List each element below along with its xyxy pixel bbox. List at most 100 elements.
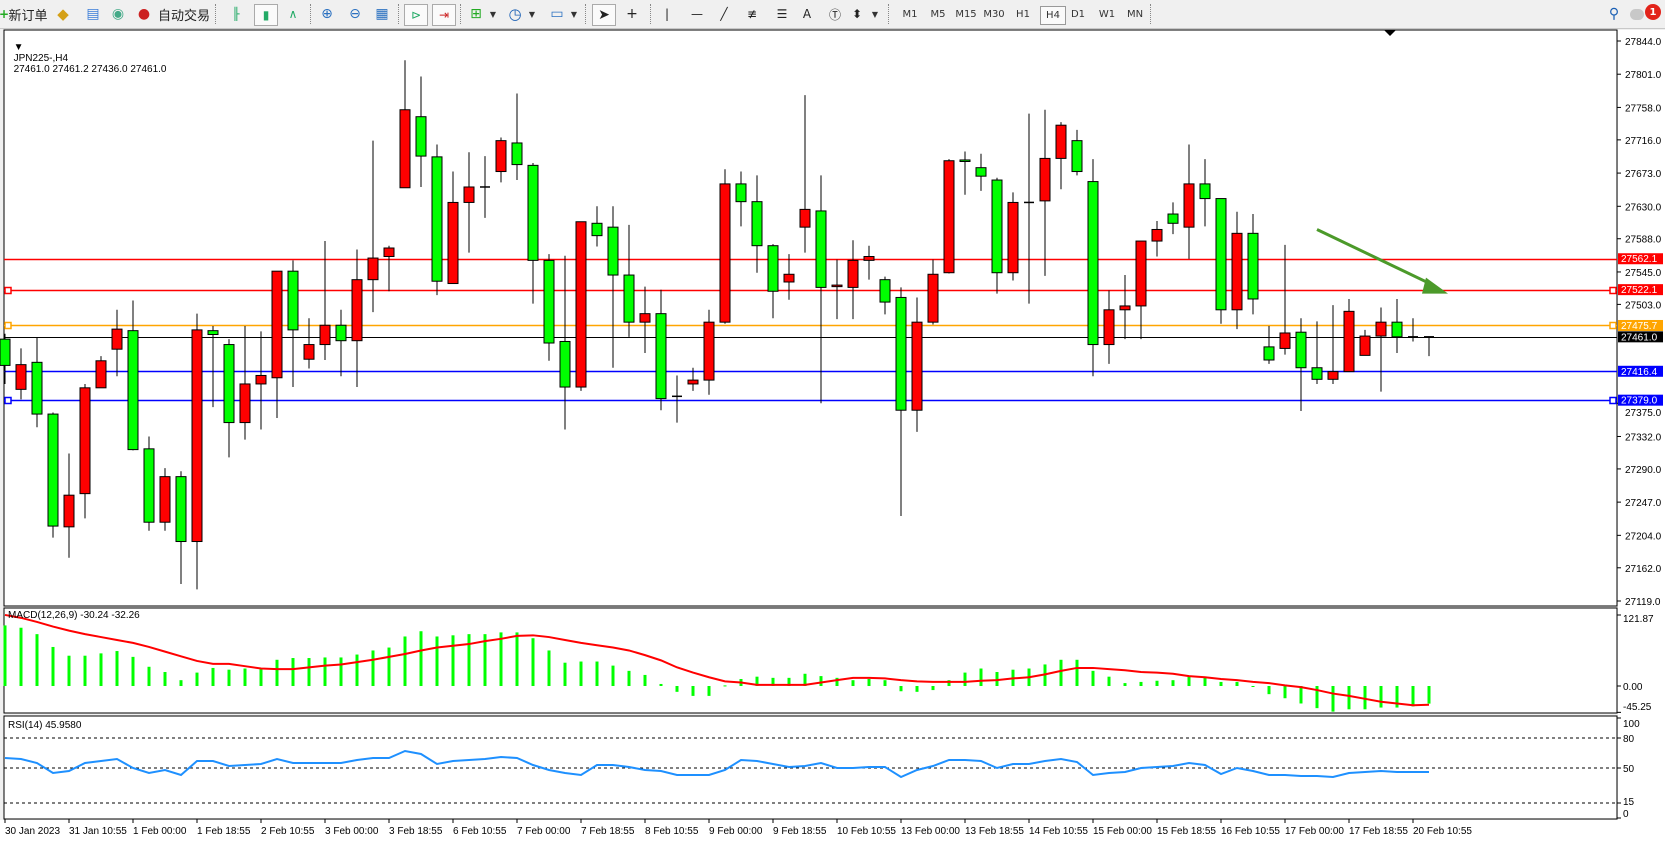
price-label-text: 27475.7 xyxy=(1621,321,1658,332)
macd-histogram-bar xyxy=(435,636,439,686)
trendline-icon[interactable]: ╱ xyxy=(720,7,728,21)
macd-histogram-bar xyxy=(1363,686,1367,710)
market-watch-icon[interactable]: ▤ xyxy=(86,6,100,22)
text-icon[interactable]: A xyxy=(802,7,812,21)
label-icon[interactable]: Ⓣ xyxy=(828,7,841,22)
candlestick-icon[interactable]: ▮ xyxy=(254,4,278,26)
rsi-label: RSI(14) 45.9580 xyxy=(8,720,82,731)
search-icon[interactable]: ⚲ xyxy=(1608,6,1620,22)
candle-body xyxy=(575,221,587,388)
price-label-text: 27461.0 xyxy=(1621,332,1658,343)
candle xyxy=(1391,298,1403,354)
timeframe-m5[interactable]: M5 xyxy=(930,9,946,20)
candle xyxy=(1135,240,1147,340)
price-label-box xyxy=(1618,365,1663,377)
price-tick-label: 27801.0 xyxy=(1625,70,1662,81)
timeframe-m30[interactable]: M30 xyxy=(983,9,1005,20)
notification-icon[interactable] xyxy=(1630,9,1644,20)
macd-histogram-bar xyxy=(371,650,375,686)
auto-scroll-icon[interactable]: ⊳ xyxy=(404,4,428,26)
timeframe-m15[interactable]: M15 xyxy=(955,9,977,20)
candle xyxy=(735,171,747,227)
candle xyxy=(1327,305,1339,384)
chart-shift-icon[interactable]: ⇥ xyxy=(432,4,456,26)
line-chart-icon[interactable]: ∧ xyxy=(288,7,298,21)
arrows-dropdown-icon[interactable]: ▼ xyxy=(871,9,879,19)
candle xyxy=(1071,129,1083,176)
fibonacci-icon[interactable]: ≢ xyxy=(746,7,758,21)
candle-body xyxy=(447,201,459,285)
price-label-box xyxy=(1618,284,1663,296)
tile-windows-icon[interactable]: ▦ xyxy=(375,6,389,22)
timeframe-d1[interactable]: D1 xyxy=(1070,9,1086,20)
macd-histogram-bar xyxy=(787,677,791,686)
notification-badge[interactable]: 1 xyxy=(1645,4,1661,20)
toolbar-separator xyxy=(310,4,312,24)
periods-dropdown-icon[interactable]: ▼ xyxy=(528,9,536,19)
macd-histogram-bar xyxy=(1299,686,1303,704)
macd-histogram-bar xyxy=(1251,686,1255,687)
macd-histogram-bar xyxy=(1283,686,1287,699)
macd-histogram-bar xyxy=(691,686,695,696)
candle xyxy=(959,151,971,195)
candle xyxy=(415,76,427,187)
toolbar-separator xyxy=(888,4,890,24)
zoom-in-icon[interactable]: ⊕ xyxy=(321,6,333,22)
gold-icon[interactable]: ◆ xyxy=(57,5,69,23)
candle-body xyxy=(255,374,267,385)
cursor-icon[interactable]: ➤ xyxy=(592,4,616,26)
auto-trading-icon[interactable]: ● xyxy=(137,6,151,22)
candle xyxy=(527,163,539,304)
candle-body xyxy=(687,379,699,385)
horizontal-line-icon[interactable]: — xyxy=(691,7,703,21)
macd-histogram-bar xyxy=(163,672,167,686)
candle xyxy=(63,453,75,558)
line-anchor-handle xyxy=(4,286,12,295)
macd-histogram-bar xyxy=(515,632,519,686)
time-tick-label: 9 Feb 00:00 xyxy=(709,826,763,837)
price-tick-label: 27844.0 xyxy=(1625,37,1662,48)
timeframe-m1[interactable]: M1 xyxy=(902,9,918,20)
price-tick-label: 27119.0 xyxy=(1625,597,1661,608)
auto-trading-button[interactable]: 自动交易 xyxy=(157,8,210,24)
new-order-icon[interactable]: + xyxy=(0,7,10,21)
macd-histogram-bar xyxy=(851,680,855,686)
candle-body xyxy=(351,279,363,342)
indicators-icon[interactable]: ⊞ xyxy=(470,6,482,22)
price-label-box xyxy=(1618,331,1663,343)
macd-histogram-bar xyxy=(451,635,455,686)
time-tick-label: 10 Feb 10:55 xyxy=(837,826,896,837)
arrows-icon[interactable]: ⬍ xyxy=(851,7,863,21)
time-tick-label: 20 Feb 10:55 xyxy=(1413,826,1472,837)
templates-dropdown-icon[interactable]: ▼ xyxy=(570,9,578,19)
macd-histogram-bar xyxy=(1315,686,1319,709)
candle xyxy=(367,140,379,313)
timeframe-w1[interactable]: W1 xyxy=(1098,9,1116,20)
macd-histogram-bar xyxy=(355,654,359,686)
candle-body xyxy=(287,270,299,331)
candle xyxy=(863,245,875,280)
zoom-out-icon[interactable]: ⊖ xyxy=(349,6,361,22)
candle xyxy=(575,221,587,391)
candle-body xyxy=(511,142,523,166)
new-order-button[interactable]: 新订单 xyxy=(8,8,48,24)
candle xyxy=(815,175,827,404)
macd-histogram-bar xyxy=(963,672,967,686)
vertical-line-icon[interactable]: | xyxy=(664,7,670,21)
timeframe-h4[interactable]: H4 xyxy=(1040,6,1066,25)
templates-icon[interactable]: ▭ xyxy=(550,6,564,22)
macd-histogram-bar xyxy=(179,680,183,686)
timeframe-mn[interactable]: MN xyxy=(1126,9,1144,20)
periods-icon[interactable]: ◷ xyxy=(508,5,522,23)
timeframe-h1[interactable]: H1 xyxy=(1016,9,1030,20)
toolbar-separator xyxy=(215,4,217,24)
fibonacci-fan-icon[interactable]: ☰ xyxy=(776,7,788,21)
indicators-dropdown-icon[interactable]: ▼ xyxy=(489,9,497,19)
bar-chart-icon[interactable]: ╟ xyxy=(232,7,240,21)
signals-icon[interactable]: ◉ xyxy=(111,6,125,22)
price-tick-label: 27375.0 xyxy=(1625,408,1662,419)
crosshair-icon[interactable]: + xyxy=(626,6,638,22)
candle-body xyxy=(159,476,171,523)
chart-menu-triangle-icon[interactable]: ▼ xyxy=(13,42,24,53)
